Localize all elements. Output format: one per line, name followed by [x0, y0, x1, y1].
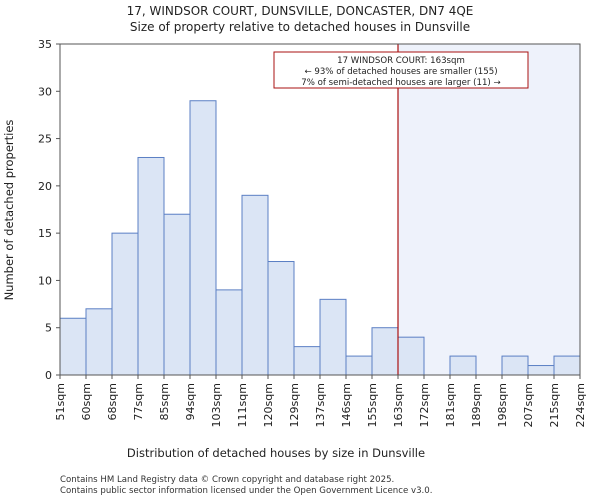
annotation-line-1: 17 WINDSOR COURT: 163sqm: [337, 56, 465, 66]
footer-line-2: Contains public sector information licen…: [60, 486, 432, 496]
annotation-line-3: 7% of semi-detached houses are larger (1…: [301, 78, 500, 88]
annotation-box: [273, 51, 529, 89]
x-tick-label-120sqm: 120sqm: [262, 383, 275, 427]
x-tick-label-181sqm: 181sqm: [444, 383, 457, 427]
chart-subtitle: Size of property relative to detached ho…: [130, 20, 470, 34]
x-axis: 51sqm 60sqm 68sqm 77sqm 85sqm 94sqm 103sqm 111s…: [54, 375, 587, 427]
bar-111sqm: [241, 194, 269, 376]
bar-137sqm: [319, 298, 347, 376]
bar-94sqm: [189, 100, 217, 376]
y-tick-label-25: 25: [38, 133, 52, 146]
x-tick-label-146sqm: 146sqm: [340, 383, 353, 427]
x-tick-label-60sqm: 60sqm: [80, 383, 93, 420]
bars-group: [59, 100, 581, 376]
x-tick-label-207sqm: 207sqm: [522, 383, 535, 427]
x-tick-label-189sqm: 189sqm: [470, 383, 483, 427]
larger-properties-region: [398, 44, 580, 375]
x-tick-label-85sqm: 85sqm: [158, 383, 171, 420]
bar-146sqm: [345, 355, 373, 376]
bar-68sqm: [111, 232, 139, 376]
x-tick-label-155sqm: 155sqm: [366, 383, 379, 427]
y-tick-label-15: 15: [38, 227, 52, 240]
footer-line-1: Contains HM Land Registry data © Crown c…: [60, 475, 394, 485]
x-tick-label-103sqm: 103sqm: [210, 383, 223, 427]
y-tick-label-35: 35: [38, 38, 52, 51]
y-axis: 0 5 10 15 20 25 30 35: [38, 38, 60, 382]
bar-60sqm: [85, 308, 113, 376]
bar-207sqm: [527, 365, 555, 376]
bar-181sqm: [449, 355, 477, 376]
x-tick-label-198sqm: 198sqm: [496, 383, 509, 427]
bar-163sqm: [397, 336, 425, 376]
plot-area: 0 5 10 15 20 25 30 35 51sqm 60sqm 68sqm 77sqm 85sqm…: [38, 38, 587, 427]
y-axis-label: Number of detached properties: [2, 120, 16, 301]
y-tick-label-0: 0: [45, 369, 52, 382]
bar-77sqm: [137, 156, 165, 376]
bar-215sqm: [553, 355, 581, 376]
bar-120sqm: [267, 261, 295, 376]
property-annotation: 17 WINDSOR COURT: 163sqm ← 93% of detach…: [273, 51, 529, 89]
x-tick-label-172sqm: 172sqm: [418, 383, 431, 427]
x-tick-label-68sqm: 68sqm: [106, 383, 119, 420]
bar-198sqm: [501, 355, 529, 376]
y-tick-label-20: 20: [38, 180, 52, 193]
bar-85sqm: [163, 213, 191, 376]
y-tick-label-30: 30: [38, 85, 52, 98]
x-tick-label-224sqm: 224sqm: [574, 383, 587, 427]
x-tick-label-77sqm: 77sqm: [132, 383, 145, 420]
bar-51sqm: [59, 317, 87, 376]
y-tick-label-5: 5: [45, 322, 52, 335]
x-tick-label-163sqm: 163sqm: [392, 383, 405, 427]
x-tick-label-51sqm: 51sqm: [54, 383, 67, 420]
x-tick-label-111sqm: 111sqm: [236, 383, 249, 427]
bar-155sqm: [371, 327, 399, 376]
x-axis-label: Distribution of detached houses by size …: [127, 446, 425, 460]
bar-129sqm: [293, 346, 321, 376]
bar-103sqm: [215, 289, 243, 376]
x-tick-label-94sqm: 94sqm: [184, 383, 197, 420]
chart-title: 17, WINDSOR COURT, DUNSVILLE, DONCASTER,…: [127, 4, 474, 18]
x-tick-label-137sqm: 137sqm: [314, 383, 327, 427]
y-tick-label-10: 10: [38, 274, 52, 287]
x-tick-label-215sqm: 215sqm: [548, 383, 561, 427]
x-tick-label-129sqm: 129sqm: [288, 383, 301, 427]
annotation-line-2: ← 93% of detached houses are smaller (15…: [304, 67, 497, 77]
